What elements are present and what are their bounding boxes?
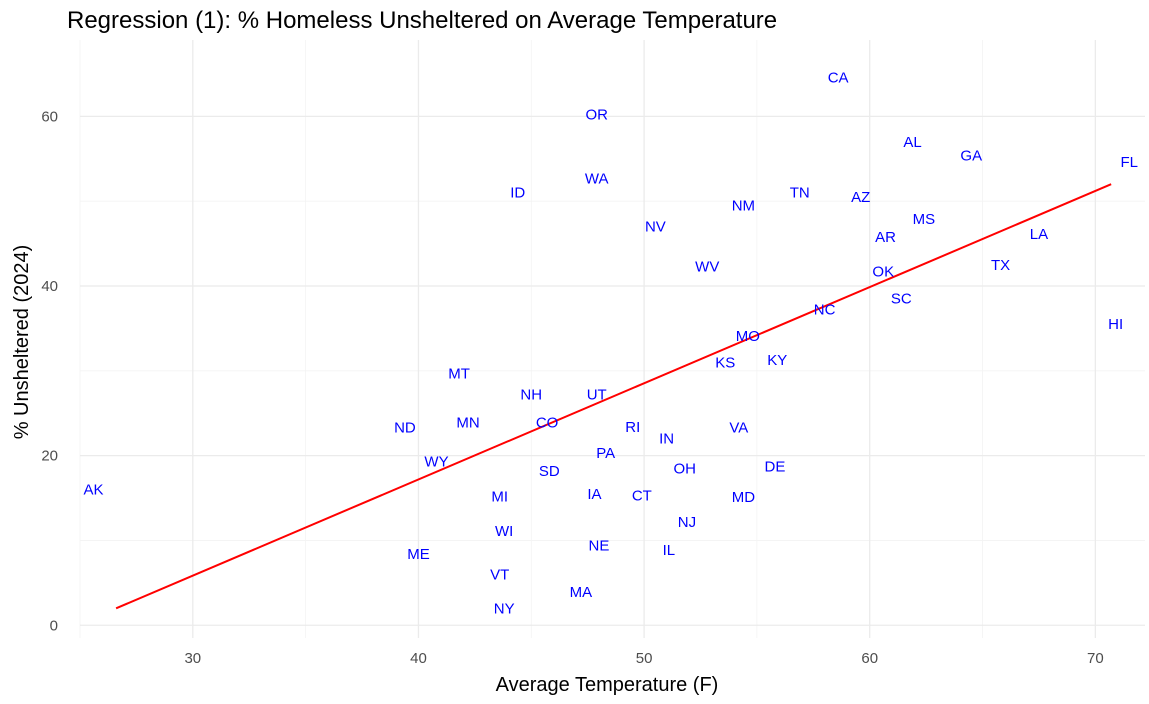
point-label-nm: NM (732, 197, 755, 214)
gridlines (79, 40, 1145, 638)
point-label-id: ID (510, 185, 525, 202)
point-label-wi: WI (495, 523, 513, 540)
point-label-fl: FL (1120, 154, 1138, 171)
y-axis-title: % Unsheltered (2024) (11, 245, 33, 440)
x-axis-ticks: 30 40 50 60 70 (184, 650, 1103, 667)
point-label-tn: TN (790, 185, 810, 202)
x-tick-label: 40 (410, 650, 427, 667)
point-label-or: OR (585, 107, 608, 124)
point-label-nd: ND (394, 420, 416, 437)
point-label-ri: RI (625, 419, 640, 436)
point-label-nv: NV (645, 219, 666, 236)
point-label-nj: NJ (678, 514, 696, 531)
point-label-ut: UT (587, 387, 607, 404)
point-label-wv: WV (695, 258, 719, 275)
point-label-sc: SC (891, 291, 912, 308)
y-tick-label: 40 (41, 278, 58, 295)
point-label-de: DE (765, 459, 786, 476)
point-label-mt: MT (448, 365, 470, 382)
x-axis-title: Average Temperature (F) (496, 674, 719, 696)
point-label-ny: NY (494, 600, 515, 617)
point-label-al: AL (903, 134, 921, 151)
point-label-ak: AK (84, 482, 104, 499)
point-label-ok: OK (872, 264, 894, 281)
regression-line (115, 183, 1112, 610)
y-axis-ticks: 0 20 40 60 (41, 108, 58, 634)
point-label-ga: GA (960, 147, 982, 164)
point-label-sd: SD (539, 463, 560, 480)
y-tick-label: 20 (41, 448, 58, 465)
point-label-mo: MO (736, 328, 760, 345)
point-label-nc: NC (814, 302, 836, 319)
point-label-mi: MI (491, 488, 508, 505)
x-tick-label: 30 (184, 650, 201, 667)
y-tick-label: 60 (41, 108, 58, 125)
point-label-mn: MN (456, 415, 479, 432)
point-label-co: CO (536, 415, 559, 432)
point-label-nh: NH (520, 387, 542, 404)
point-label-il: IL (663, 542, 676, 559)
x-tick-label: 60 (861, 650, 878, 667)
point-label-ma: MA (570, 584, 593, 601)
point-label-pa: PA (596, 445, 615, 462)
chart-title: Regression (1): % Homeless Unsheltered o… (67, 7, 777, 34)
point-label-ms: MS (913, 211, 936, 228)
point-label-va: VA (729, 420, 748, 437)
point-label-az: AZ (851, 189, 870, 206)
x-tick-label: 50 (636, 650, 653, 667)
point-label-ct: CT (632, 487, 652, 504)
point-label-ar: AR (875, 229, 896, 246)
point-label-la: LA (1030, 226, 1048, 243)
point-label-ks: KS (715, 354, 735, 371)
point-label-me: ME (407, 546, 430, 563)
point-label-ne: NE (589, 538, 610, 555)
point-label-ky: KY (767, 352, 787, 369)
point-label-wy: WY (424, 454, 448, 471)
point-label-tx: TX (991, 257, 1010, 274)
point-label-wa: WA (585, 170, 609, 187)
point-label-md: MD (732, 489, 755, 506)
state-labels: AK AL AR AZ CA CO CT DE FL GA HI IA ID IL IN KS KY LA MA MD… (84, 69, 1138, 617)
y-tick-label: 0 (50, 617, 58, 634)
point-label-in: IN (659, 431, 674, 448)
point-label-ia: IA (587, 486, 601, 503)
point-label-oh: OH (673, 460, 696, 477)
point-label-hi: HI (1108, 316, 1123, 333)
point-label-ca: CA (828, 69, 849, 86)
x-tick-label: 70 (1087, 650, 1104, 667)
point-label-vt: VT (490, 566, 509, 583)
